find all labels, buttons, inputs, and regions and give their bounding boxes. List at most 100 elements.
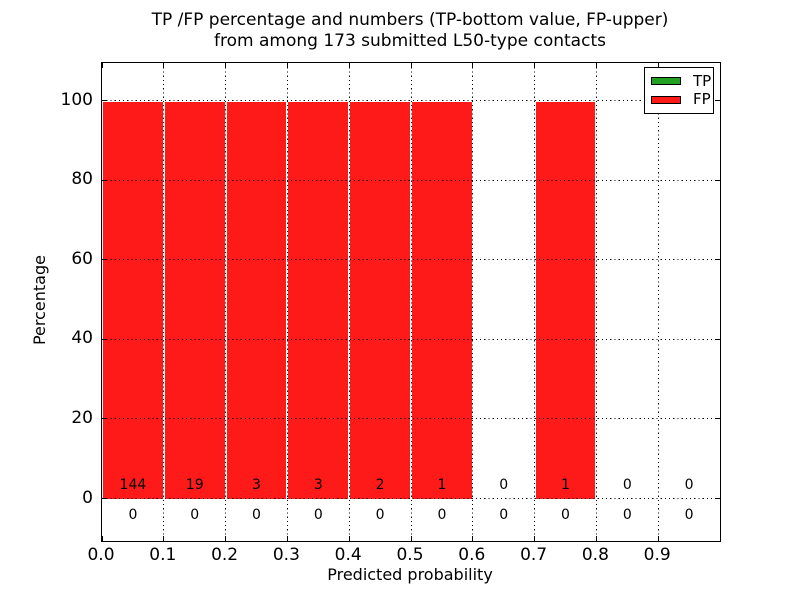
legend-row-tp: TP (651, 73, 711, 89)
x-tick-mark (657, 536, 659, 541)
fp-count-label: 2 (375, 476, 385, 493)
y-tick-label: 60 (71, 248, 93, 269)
chart-title-line1: TP /FP percentage and numbers (TP-bottom… (151, 10, 669, 30)
y-tick-mark (102, 100, 107, 101)
legend-row-fp: FP (651, 92, 711, 107)
x-tick-mark (163, 536, 165, 541)
horizontal-gridline (102, 498, 720, 499)
fp-bar-bin-3 (287, 100, 350, 499)
x-tick-mark-top (657, 63, 659, 68)
plot-frame: 144 0 19 0 3 0 3 0 2 0 1 0 0 0 1 0 0 0 0 0 (101, 62, 721, 542)
x-tick-mark-top (472, 63, 474, 68)
y-tick-mark-right (715, 179, 720, 181)
fp-count-label: 0 (684, 476, 694, 493)
x-tick-label: 0.6 (458, 545, 486, 565)
tp-count-label: 0 (190, 506, 200, 523)
x-tick-mark-top (286, 63, 288, 68)
y-tick-mark-right (715, 338, 720, 340)
tp-count-label: 0 (622, 506, 632, 523)
vertical-gridline (657, 63, 659, 541)
horizontal-gridline (102, 259, 720, 261)
x-tick-mark-top (102, 63, 103, 68)
y-tick-label: 80 (71, 169, 93, 190)
x-tick-label: 0.1 (149, 545, 177, 565)
y-tick-mark-right (715, 100, 720, 101)
fp-count-label: 3 (313, 476, 323, 493)
x-tick-label: 0.4 (334, 545, 362, 565)
x-tick-mark-top (595, 63, 597, 68)
fp-count-label: 1 (561, 476, 570, 493)
y-tick-mark (102, 498, 107, 499)
x-tick-mark (472, 536, 474, 541)
tp-count-label: 0 (375, 506, 385, 523)
legend-label-fp: FP (693, 90, 711, 109)
y-tick-label: 20 (71, 407, 93, 428)
horizontal-gridline (102, 338, 720, 340)
fp-bar-bin-5 (411, 100, 473, 499)
fp-count-label: 0 (499, 476, 509, 493)
x-tick-mark-top (225, 63, 227, 68)
legend: TP FP (644, 67, 714, 114)
chart-title-line2: from among 173 submitted L50-type contac… (214, 31, 606, 51)
vertical-gridline (225, 63, 227, 541)
vertical-gridline (163, 63, 165, 541)
x-tick-label: 0.2 (211, 545, 239, 565)
vertical-gridline (286, 63, 288, 541)
tp-count-label: 0 (313, 506, 323, 523)
fp-count-label: 3 (252, 476, 261, 493)
y-axis-label: Percentage (30, 255, 49, 346)
y-tick-mark (102, 179, 107, 181)
legend-label-tp: TP (693, 71, 712, 90)
tp-count-label: 0 (561, 506, 570, 523)
fp-bar-bin-4 (349, 100, 411, 499)
vertical-gridline (472, 63, 474, 541)
horizontal-gridline (102, 179, 720, 181)
x-axis-label: Predicted probability (327, 565, 493, 584)
x-tick-mark (286, 536, 288, 541)
fp-count-label: 19 (185, 476, 204, 493)
tp-count-label: 0 (499, 506, 509, 523)
vertical-gridline (534, 63, 536, 541)
fp-bar-bin-7 (534, 100, 597, 499)
x-tick-mark-top (348, 63, 350, 68)
vertical-gridline (410, 63, 412, 541)
y-tick-label: 100 (60, 89, 93, 110)
y-tick-label: 0 (82, 487, 93, 508)
tp-count-label: 0 (128, 506, 138, 523)
vertical-gridline (595, 63, 597, 541)
y-tick-mark-right (715, 259, 720, 261)
x-tick-label: 0.5 (396, 545, 424, 565)
x-tick-mark-top (163, 63, 165, 68)
y-tick-mark (102, 259, 107, 261)
tp-count-label: 0 (252, 506, 261, 523)
tp-color-swatch (651, 77, 681, 86)
x-tick-label: 0.7 (520, 545, 548, 565)
y-tick-mark (102, 418, 107, 420)
x-tick-label: 0.8 (581, 545, 609, 565)
plot-area: 144 0 19 0 3 0 3 0 2 0 1 0 0 0 1 0 0 0 0 0 (102, 63, 720, 541)
fp-count-label: 144 (119, 476, 147, 493)
x-tick-mark (595, 536, 597, 541)
horizontal-gridline (102, 418, 720, 420)
fp-bar-bin-1 (163, 100, 226, 499)
y-tick-mark-right (715, 418, 720, 420)
fp-color-swatch (651, 95, 681, 104)
x-tick-mark (225, 536, 227, 541)
x-tick-mark (534, 536, 536, 541)
y-tick-label: 40 (71, 328, 93, 349)
fp-count-label: 0 (622, 476, 632, 493)
x-tick-label: 0.9 (643, 545, 671, 565)
fp-bar-bin-2 (225, 100, 288, 499)
x-tick-mark (348, 536, 350, 541)
x-tick-mark-top (410, 63, 412, 68)
x-tick-label: 0.0 (87, 545, 115, 565)
vertical-gridline (348, 63, 350, 541)
y-tick-mark-right (715, 498, 720, 499)
horizontal-gridline (102, 100, 720, 101)
y-tick-mark (102, 338, 107, 340)
chart-title: TP /FP percentage and numbers (TP-bottom… (101, 10, 719, 52)
tp-count-label: 0 (437, 506, 447, 523)
x-tick-mark (102, 536, 103, 541)
x-tick-label: 0.3 (272, 545, 300, 565)
